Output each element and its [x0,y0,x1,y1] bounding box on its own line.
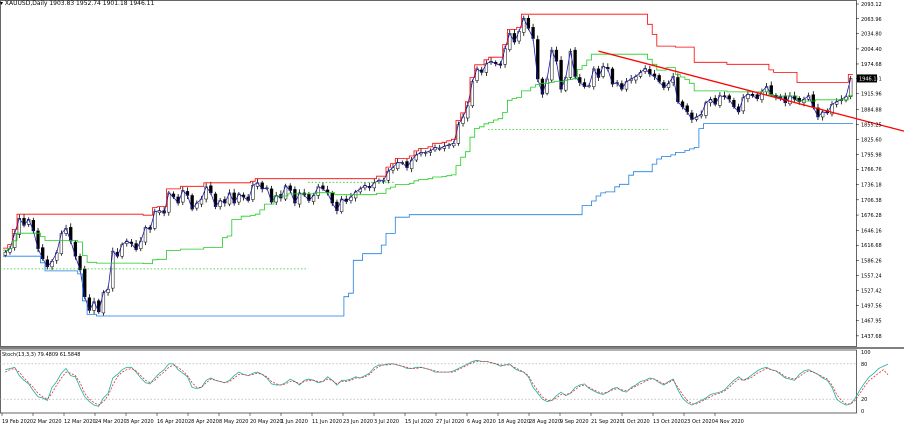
x-tick-label: 13 Oct 2020 [653,419,684,425]
x-tick-label: 28 Aug 2020 [529,419,561,425]
x-tick-label: 23 Oct 2020 [684,419,715,425]
y-tick-label: 1646.16 [861,228,882,234]
current-price-tag-bg [857,74,877,83]
x-tick-label: 11 Jun 2020 [312,419,342,425]
x-tick-label: 3 Apr 2020 [126,419,154,425]
y-tick-label: 1527.42 [861,288,882,294]
y-tick-label: 1497.56 [861,304,882,310]
y-tick-label: 1467.95 [861,319,882,325]
x-tick-label: 4 Nov 2020 [715,419,744,425]
y-axis-labels: 2093.12 2063.96 2034.80 2004.40 1974.68 1946.… [856,2,882,340]
y-tick-label: 1974.68 [861,62,882,68]
y-tick-label: 1437.68 [861,334,882,340]
middle-band-line [3,53,853,264]
y-tick-label: 1855.25 [861,122,882,128]
stoch-title: Stoch(13,3,3) 79.4809 61.5848 [2,352,80,358]
main-plot-frame [0,0,857,347]
y-tick-label: 1884.88 [861,107,882,113]
y-tick-label: 2063.96 [861,17,882,23]
x-tick-label: 9 Sep 2020 [560,419,589,425]
x-tick-label: 20 May 2020 [250,419,283,425]
stoch-y-label: 100 [861,350,871,356]
y-tick-label: 1676.28 [861,213,882,219]
stoch-signal-line [5,361,889,406]
y-tick-label: 1825.60 [861,137,882,143]
x-tick-label: 18 Aug 2020 [498,419,530,425]
x-tick-label: 12 Mar 2020 [64,419,96,425]
trend-line [598,50,904,132]
y-tick-label: 2004.40 [861,47,882,53]
y-tick-label: 1557.24 [861,273,882,279]
x-tick-label: 3 Jul 2020 [374,419,399,425]
candle-body [3,251,7,256]
current-price-tag: 1946.11 [859,76,880,82]
stoch-y-label: 80 [861,362,867,368]
x-tick-label: 27 Jul 2020 [436,419,464,425]
x-tick-label: 8 May 2020 [219,419,248,425]
x-tick-label: 24 Mar 2020 [95,419,127,425]
y-tick-label: 1795.98 [861,152,882,158]
x-tick-label: 6 Aug 2020 [467,419,496,425]
symbol-header: ▾ XAUUSD,Daily 1903.83 1952.74 1901.18 1… [0,0,155,7]
y-tick-label: 1586.26 [861,259,882,265]
stoch-plot-frame [0,349,857,414]
x-tick-label: 15 Jul 2020 [405,419,433,425]
x-tick-label: 1 Oct 2020 [622,419,650,425]
x-tick-label: 23 Jun 2020 [343,419,373,425]
x-tick-label: 2 Mar 2020 [33,419,62,425]
y-tick-label: 1736.18 [861,183,882,189]
x-tick-label: 16 Apr 2020 [157,419,188,425]
y-tick-label: 1616.68 [861,243,882,249]
y-tick-label: 1706.38 [861,198,882,204]
lower-band-line [3,123,853,317]
y-tick-label: 1915.96 [861,92,882,98]
stoch-main-line [5,359,889,407]
x-tick-label: 21 Sep 2020 [591,419,623,425]
close-price-line [5,17,852,314]
upper-band-line [3,13,853,249]
x-tick-label: 1 Jun 2020 [281,419,308,425]
y-tick-label: 1766.76 [861,167,882,173]
stoch-y-label: 0 [861,409,864,415]
x-tick-label: 19 Feb 2020 [2,419,33,425]
y-tick-label: 2093.12 [861,2,882,8]
x-tick-label: 28 Apr 2020 [188,419,219,425]
x-axis-labels: 19 Feb 2020 2 Mar 2020 12 Mar 2020 24 Mar 2… [1,413,744,425]
stoch-y-label: 20 [861,397,867,403]
candles-group [3,15,853,316]
y-tick-label: 2034.80 [861,32,882,38]
